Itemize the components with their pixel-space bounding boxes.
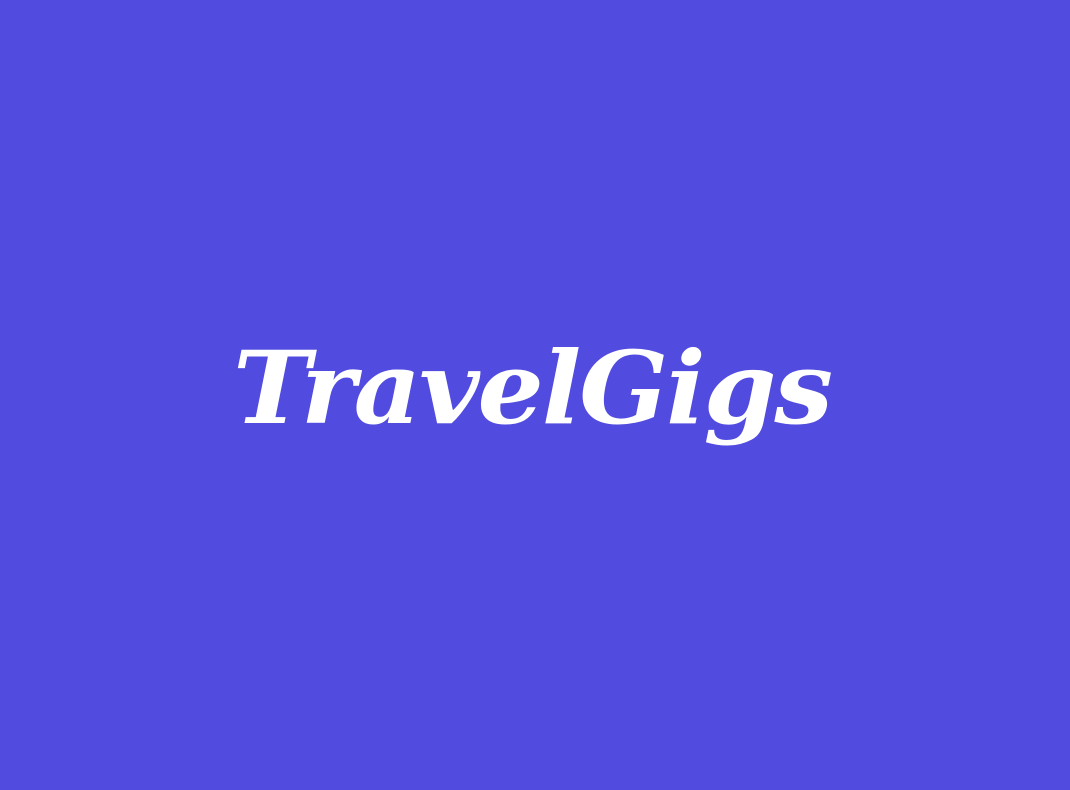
logo-wordmark: TravelGigs: [233, 329, 832, 447]
